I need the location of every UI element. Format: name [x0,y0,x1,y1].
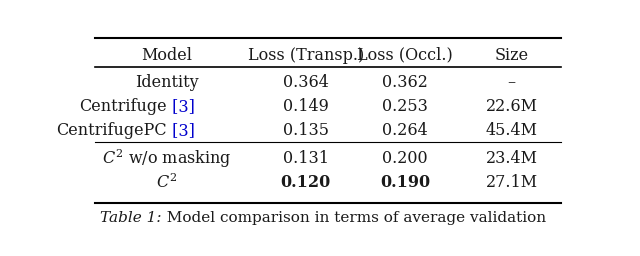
Text: Loss (Occl.): Loss (Occl.) [357,47,452,64]
Text: 0.190: 0.190 [380,174,430,191]
Text: 0.149: 0.149 [283,98,328,115]
Text: 0.253: 0.253 [382,98,428,115]
Text: Size: Size [495,47,529,64]
Text: [3]: [3] [167,98,195,115]
Text: Model comparison in terms of average validation: Model comparison in terms of average val… [157,211,546,225]
Text: $C^2$ w/o masking: $C^2$ w/o masking [102,147,232,170]
Text: 0.120: 0.120 [280,174,331,191]
Text: 23.4M: 23.4M [486,150,538,167]
Text: 0.135: 0.135 [283,122,329,139]
Text: 0.200: 0.200 [382,150,428,167]
Text: 0.362: 0.362 [382,74,428,91]
Text: 0.264: 0.264 [382,122,428,139]
Text: Model: Model [141,47,192,64]
Text: Loss (Transp.): Loss (Transp.) [248,47,364,64]
Text: Table 1:: Table 1: [100,211,161,225]
Text: Centrifuge: Centrifuge [79,98,167,115]
Text: Identity: Identity [135,74,198,91]
Text: CentrifugePC: CentrifugePC [56,122,167,139]
Text: 27.1M: 27.1M [486,174,538,191]
Text: 0.131: 0.131 [283,150,329,167]
Text: 22.6M: 22.6M [486,98,538,115]
Text: $C^2$: $C^2$ [156,173,177,192]
Text: 0.364: 0.364 [283,74,328,91]
Text: 45.4M: 45.4M [486,122,538,139]
Text: –: – [508,74,516,91]
Text: [3]: [3] [167,122,195,139]
